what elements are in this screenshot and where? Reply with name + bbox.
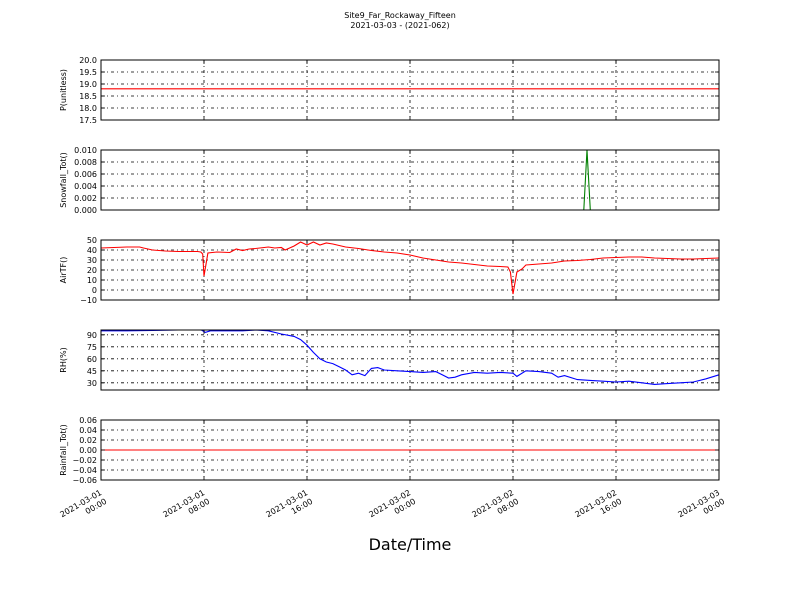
y-tick-label: 0.006 bbox=[74, 170, 97, 179]
y-axis-label: P(unitless) bbox=[59, 69, 68, 111]
y-tick-label: 0.02 bbox=[79, 436, 97, 445]
y-tick-label: −0.04 bbox=[72, 466, 97, 475]
y-tick-label: 30 bbox=[87, 256, 97, 265]
y-tick-label: 18.0 bbox=[79, 104, 97, 113]
y-tick-label: 19.5 bbox=[79, 68, 97, 77]
y-tick-label: 20 bbox=[87, 266, 97, 275]
y-tick-label: 10 bbox=[87, 276, 97, 285]
x-axis-label: Date/Time bbox=[368, 535, 452, 554]
y-tick-label: 0.06 bbox=[79, 416, 97, 425]
y-tick-label: 0.002 bbox=[74, 194, 97, 203]
y-tick-label: 18.5 bbox=[79, 92, 97, 101]
y-tick-label: 0.008 bbox=[74, 158, 97, 167]
y-tick-label: 0.00 bbox=[79, 446, 97, 455]
y-tick-label: 45 bbox=[87, 367, 97, 376]
y-tick-label: 20.0 bbox=[79, 56, 97, 65]
y-tick-label: −0.02 bbox=[72, 456, 97, 465]
y-tick-label: 50 bbox=[87, 236, 97, 245]
y-tick-label: 30 bbox=[87, 379, 97, 388]
chart-subtitle: 2021-03-03 - (2021-062) bbox=[350, 21, 450, 30]
chart-title: Site9_Far_Rockaway_Fifteen bbox=[344, 11, 456, 20]
y-tick-label: 0.000 bbox=[74, 206, 97, 215]
y-tick-label: 0.04 bbox=[79, 426, 97, 435]
y-tick-label: 90 bbox=[87, 331, 97, 340]
y-tick-label: 17.5 bbox=[79, 116, 97, 125]
y-tick-label: 60 bbox=[87, 355, 97, 364]
y-tick-label: 0 bbox=[92, 286, 97, 295]
y-axis-label: Snowfall_Tot() bbox=[59, 152, 68, 208]
series-line-3 bbox=[100, 241, 720, 295]
y-tick-label: −10 bbox=[80, 296, 97, 305]
y-tick-label: 19.0 bbox=[79, 80, 97, 89]
y-tick-label: 0.010 bbox=[74, 146, 97, 155]
y-tick-label: 0.004 bbox=[74, 182, 97, 191]
y-tick-label: 40 bbox=[87, 246, 97, 255]
y-axis-label: RH(%) bbox=[59, 347, 68, 372]
y-axis-label: AirTF() bbox=[59, 257, 68, 284]
y-axis-label: Rainfall_Tot() bbox=[59, 424, 68, 476]
y-tick-label: 75 bbox=[87, 343, 97, 352]
y-tick-label: −0.06 bbox=[72, 476, 97, 485]
